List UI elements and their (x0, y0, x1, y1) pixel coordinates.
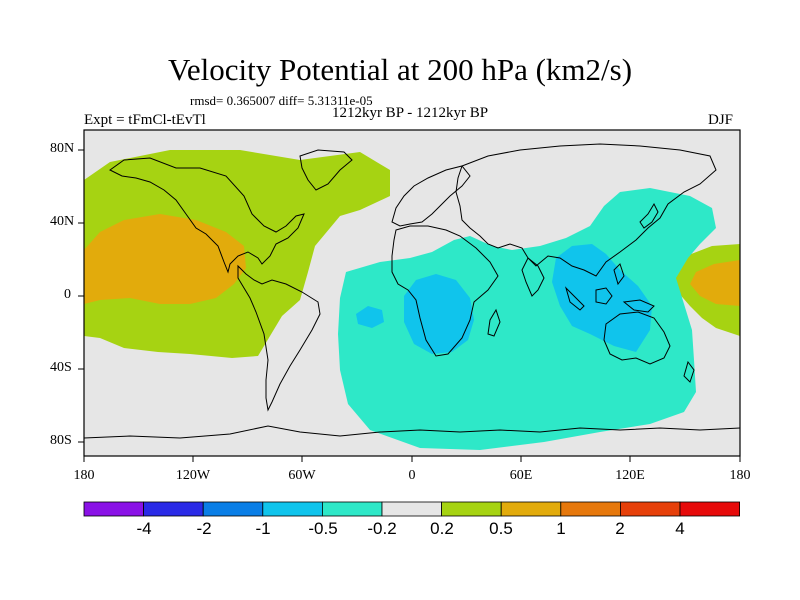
coast-borneo (595, 287, 613, 305)
colorbar-swatch (381, 501, 442, 517)
colorbar-label: 4 (675, 519, 685, 538)
colorbar-label: 0.5 (489, 519, 513, 538)
coast-australia (603, 311, 671, 365)
experiment-label: Expt = tFmCl-tEvTl (84, 112, 206, 128)
lon-label-60w: 60W (288, 468, 316, 483)
lon-label-180e: 180 (729, 468, 751, 483)
coast-europe (391, 165, 471, 227)
colorbar-label: -4 (136, 519, 152, 538)
coast-philippines (613, 263, 625, 286)
plot-title: Velocity Potential at 200 hPa (km2/s) (167, 52, 633, 87)
lon-ticks (83, 456, 741, 462)
colorbar-label: 1 (556, 519, 566, 538)
negative-anomaly-indian (338, 188, 716, 450)
positive-core-pacific (84, 214, 246, 304)
coast-antarctica (84, 425, 740, 439)
season-label: DJF (708, 112, 734, 128)
colorbar-swatch (262, 501, 323, 517)
coast-india (521, 257, 545, 297)
colorbar-label: -0.2 (367, 519, 397, 538)
colorbar-label: -1 (255, 519, 271, 538)
colorbar-label: 0.2 (430, 519, 454, 538)
colorbar-swatch (500, 501, 562, 517)
lon-label-120w: 120W (175, 468, 211, 483)
coastlines (84, 143, 740, 439)
colorbar-swatch (83, 501, 144, 517)
colorbar-swatch (620, 501, 681, 517)
colorbar-label: -0.5 (308, 519, 338, 538)
negative-core-maritime (552, 244, 652, 352)
lat-label-80n: 80N (50, 141, 75, 156)
colorbar-swatch (202, 501, 264, 517)
colorbar-swatch (679, 501, 740, 517)
lat-label-eq: 0 (64, 287, 71, 302)
coast-south-america (237, 264, 321, 412)
lat-label-80s: 80S (50, 433, 72, 448)
stats-text: rmsd= 0.365007 diff= 5.31311e-05 (190, 93, 373, 108)
negative-core-sw-atlantic (356, 306, 384, 328)
coast-newguinea (622, 299, 655, 313)
colorbar-swatch (441, 501, 502, 517)
colorbar-label: 2 (615, 519, 625, 538)
positive-core-westpacific (690, 260, 740, 306)
colorbar-swatch (143, 501, 204, 517)
coast-north-america (109, 157, 305, 274)
negative-core-africa (404, 274, 474, 354)
lat-ticks (78, 149, 84, 443)
lon-label-120e: 120E (615, 468, 645, 483)
coast-sumatra (564, 286, 585, 311)
coast-newzealand (683, 360, 695, 383)
coast-greenland (299, 149, 353, 191)
lat-label-40s: 40S (50, 360, 72, 375)
coast-japan (639, 202, 659, 229)
colorbar-swatch (560, 501, 621, 517)
lon-label-0: 0 (408, 468, 416, 483)
coast-africa (391, 225, 499, 357)
colorbar (83, 501, 740, 517)
lat-label-40n: 40N (50, 214, 75, 229)
lon-label-180w: 180 (73, 468, 95, 483)
colorbar-label: -2 (196, 519, 212, 538)
period-text: 1212kyr BP - 1212kyr BP (331, 105, 489, 121)
map-field (84, 130, 740, 456)
coast-asia (455, 143, 717, 277)
lon-label-60e: 60E (509, 468, 533, 483)
colorbar-swatch (321, 501, 383, 517)
coast-madagascar (487, 308, 501, 337)
